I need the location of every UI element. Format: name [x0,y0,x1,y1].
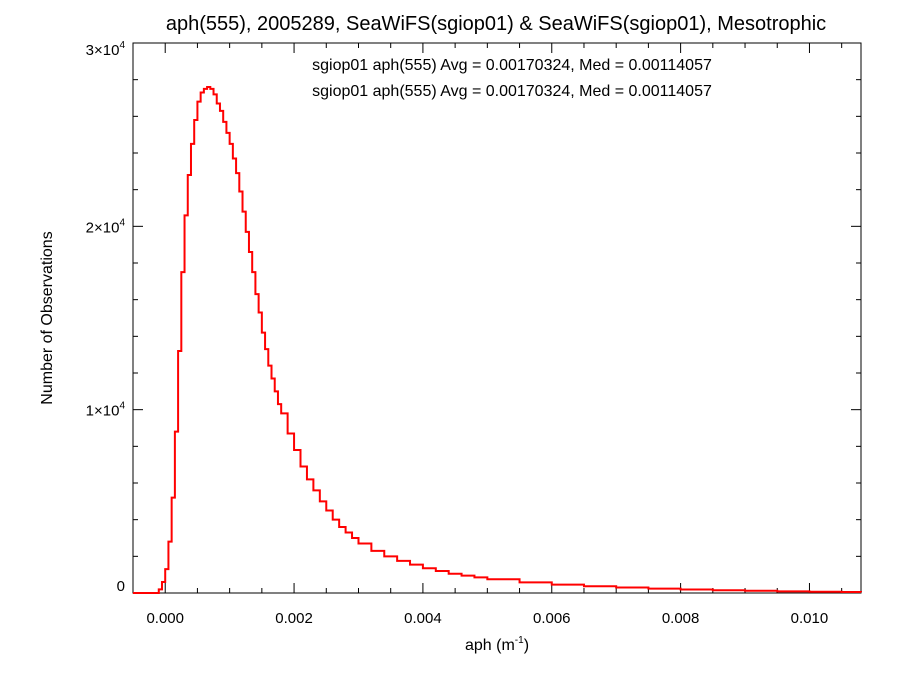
y-tick-label: 0 [117,578,125,595]
x-tick-label: 0.006 [533,610,571,627]
x-axis-ticks: 0.000 0.002 0.004 0.006 0.008 0.010 [132,43,843,627]
chart-title: aph(555), 2005289, SeaWiFS(sgiop01) & Se… [166,13,826,35]
y-tick-label: 2×104 [86,217,126,236]
x-tick-label: 0.000 [146,610,184,627]
plot-area-frame [132,42,862,594]
y-tick-label: 3×104 [86,40,126,59]
x-tick-label: 0.008 [662,610,700,627]
x-tick-label: 0.002 [275,610,313,627]
x-tick-label: 0.004 [404,610,442,627]
histogram-series [133,86,862,594]
stats-annotation-black: sgiop01 aph(555) Avg = 0.00170324, Med =… [312,57,712,74]
stats-annotation-red: sgiop01 aph(555) Avg = 0.00170324, Med =… [312,83,712,100]
y-axis-label: Number of Observations [39,231,56,404]
y-tick-label: 1×104 [86,401,126,420]
y-axis-ticks: 0 1×104 2×104 3×104 [86,40,861,595]
histogram-line-sgiop01 [133,86,862,594]
x-axis-label: aph (m-1) [465,635,529,654]
x-tick-label: 0.010 [791,610,829,627]
